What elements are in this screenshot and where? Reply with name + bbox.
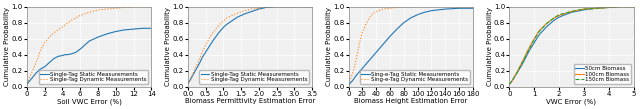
X-axis label: Biomass Permittivity Estimation Error: Biomass Permittivity Estimation Error: [185, 98, 315, 104]
Legend: Sing-e-Tag Static Measurements, Sing-e-Tag Dynamic Measurements: Sing-e-Tag Static Measurements, Sing-e-T…: [360, 70, 470, 84]
X-axis label: VWC Error (%): VWC Error (%): [547, 98, 596, 105]
Y-axis label: Cumulative Probability: Cumulative Probability: [486, 7, 493, 86]
X-axis label: Biomass Height Estimation Error: Biomass Height Estimation Error: [354, 98, 467, 104]
Legend: Single-Tag Static Measurements, Single-Tag Dynamic Measurements: Single-Tag Static Measurements, Single-T…: [38, 70, 148, 84]
Legend: 50cm Biomass, 100cm Biomass, 150cm Biomass: 50cm Biomass, 100cm Biomass, 150cm Bioma…: [573, 64, 631, 84]
Legend: Single-Tag Static Measurements, Single-Tag Dynamic Measurements: Single-Tag Static Measurements, Single-T…: [200, 70, 309, 84]
Y-axis label: Cumulative Probability: Cumulative Probability: [165, 7, 171, 86]
Y-axis label: Cumulative Probability: Cumulative Probability: [4, 7, 10, 86]
Y-axis label: Cumulative Probability: Cumulative Probability: [326, 7, 332, 86]
X-axis label: Soil VWC Error (%): Soil VWC Error (%): [57, 98, 122, 105]
